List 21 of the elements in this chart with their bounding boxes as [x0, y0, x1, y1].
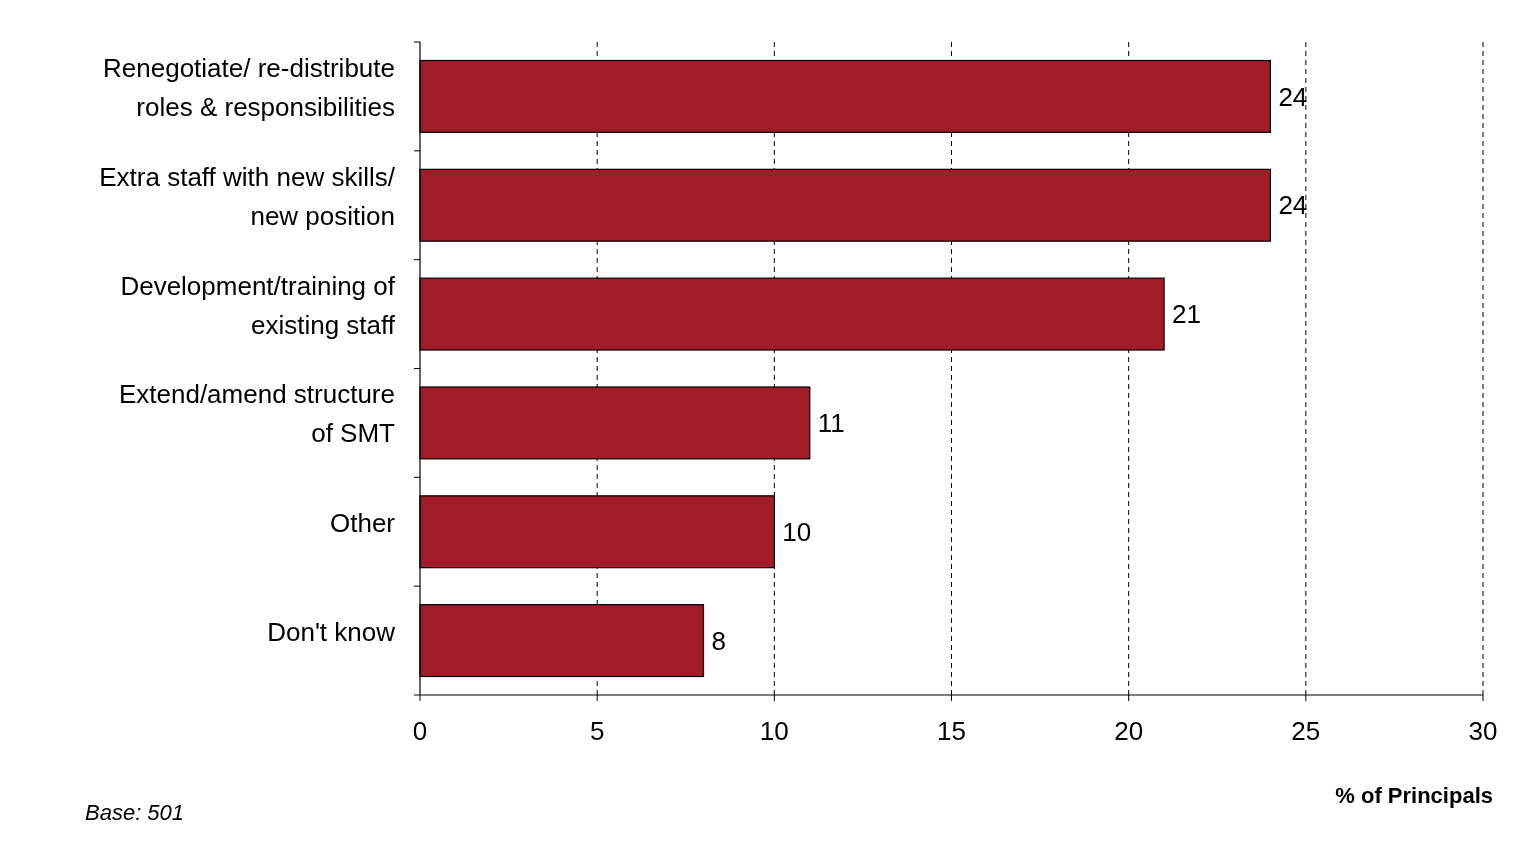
data-label: 24 [1278, 190, 1308, 221]
x-tick-label: 25 [1291, 716, 1321, 746]
y-tick-label: Don't know [267, 616, 396, 647]
x-tick-label: 15 [937, 716, 966, 746]
x-tick-label: 30 [1468, 716, 1498, 746]
data-label: 8 [711, 625, 726, 656]
y-tick-label: Extend/amend structure of SMT [118, 379, 396, 449]
x-tick-label: 0 [412, 716, 428, 746]
x-axis-title: % of Principals [1335, 783, 1493, 808]
data-label: 10 [782, 516, 812, 547]
data-label: 24 [1278, 81, 1308, 112]
x-tick-label: 10 [759, 716, 789, 746]
data-label: 21 [1172, 299, 1202, 330]
y-tick-label: Extra staff with new skills/ new position [99, 161, 396, 231]
data-label: 11 [817, 408, 845, 439]
y-tick-label: Other [329, 507, 396, 538]
x-tick-label: 5 [589, 716, 605, 746]
text: Base: 501 [85, 800, 185, 825]
y-tick-label: Renegotiate/ re-distribute roles & responsibilities [103, 52, 395, 122]
x-tick-label: 20 [1114, 716, 1144, 746]
y-tick-label: Development/training of existing staff [120, 270, 396, 340]
